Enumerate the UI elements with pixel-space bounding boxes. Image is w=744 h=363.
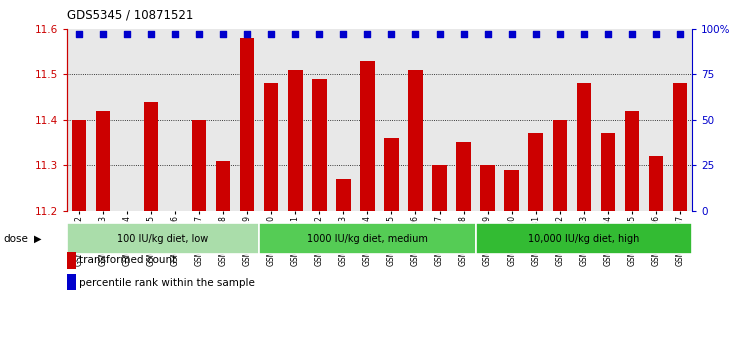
Bar [96, 111, 110, 211]
Bar [456, 142, 471, 211]
Bar [360, 61, 375, 211]
Point [481, 32, 493, 37]
Bar [475, 223, 692, 254]
Bar [192, 120, 206, 211]
Bar [673, 83, 687, 211]
Bar [264, 83, 278, 211]
Text: GDS5345 / 10871521: GDS5345 / 10871521 [67, 9, 193, 22]
Text: 10,000 IU/kg diet, high: 10,000 IU/kg diet, high [528, 234, 639, 244]
Bar [259, 223, 475, 254]
Bar [528, 134, 543, 211]
Point [409, 32, 421, 37]
Point [145, 32, 157, 37]
Point [458, 32, 469, 37]
Point [530, 32, 542, 37]
Bar [504, 170, 519, 211]
Bar [67, 223, 259, 254]
Point [97, 32, 109, 37]
Bar [432, 165, 446, 211]
Point [650, 32, 662, 37]
Bar [625, 111, 639, 211]
Text: transformed count: transformed count [79, 254, 176, 265]
Bar [144, 102, 158, 211]
Point [674, 32, 686, 37]
Point [626, 32, 638, 37]
Point [362, 32, 373, 37]
Point [578, 32, 590, 37]
Point [193, 32, 205, 37]
Text: ▶: ▶ [33, 234, 41, 244]
Bar [71, 120, 86, 211]
Point [385, 32, 397, 37]
Point [313, 32, 325, 37]
Bar [481, 165, 495, 211]
Point [266, 32, 278, 37]
Text: 100 IU/kg diet, low: 100 IU/kg diet, low [118, 234, 209, 244]
Bar [600, 134, 615, 211]
Bar [336, 179, 350, 211]
Bar [577, 83, 591, 211]
Point [217, 32, 229, 37]
Point [434, 32, 446, 37]
Point [73, 32, 85, 37]
Bar [312, 79, 327, 211]
Point [554, 32, 565, 37]
Bar [649, 156, 663, 211]
Point [121, 32, 133, 37]
Bar [216, 160, 231, 211]
Point [506, 32, 518, 37]
Bar [288, 70, 303, 211]
Bar [553, 120, 567, 211]
Point [169, 32, 181, 37]
Bar [240, 38, 254, 211]
Point [602, 32, 614, 37]
Text: percentile rank within the sample: percentile rank within the sample [79, 278, 254, 288]
Point [241, 32, 253, 37]
Text: dose: dose [4, 234, 28, 244]
Bar [384, 138, 399, 211]
Text: 1000 IU/kg diet, medium: 1000 IU/kg diet, medium [307, 234, 428, 244]
Point [338, 32, 350, 37]
Bar [408, 70, 423, 211]
Point [289, 32, 301, 37]
